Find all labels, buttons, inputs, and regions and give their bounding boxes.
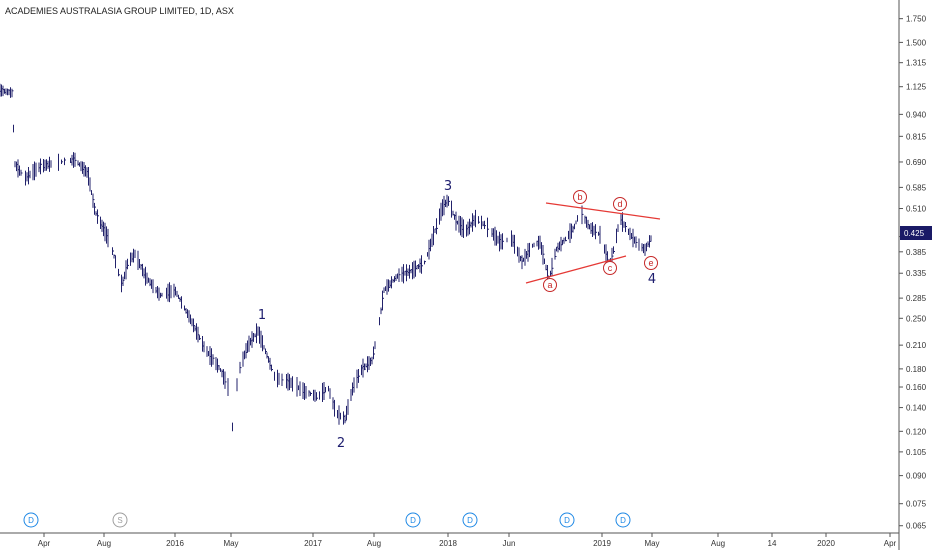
time-tick-label: 2019: [593, 539, 611, 548]
price-tick-label: 0.510: [906, 205, 927, 214]
time-tick-label: Apr: [884, 539, 897, 548]
lower-trendline[interactable]: [525, 255, 627, 284]
time-axis[interactable]: Apr Aug 2016 May 2017 Aug 2018 Jun 2019 May Aug 14 2…: [38, 533, 897, 548]
chart-title: ACADEMIES AUSTRALASIA GROUP LIMITED, 1D,…: [5, 6, 234, 16]
wave-4-label[interactable]: 4: [648, 272, 656, 287]
time-tick-label: Aug: [711, 539, 725, 548]
event-dividend-3[interactable]: D: [462, 512, 478, 528]
subwave-d-label: d: [617, 199, 622, 209]
time-tick-label: 2020: [817, 539, 835, 548]
subwave-b-label: b: [577, 192, 582, 202]
subwave-a-label: a: [547, 280, 552, 290]
subwave-e-label: e: [648, 258, 653, 268]
price-axis[interactable]: 1.750 1.500 1.315 1.125 0.940 0.815 0.690 0.585…: [899, 15, 927, 531]
time-tick-label: Aug: [97, 539, 111, 548]
price-tick-label: 0.585: [906, 183, 927, 192]
time-tick-label: Jun: [503, 539, 516, 548]
price-tick-label: 0.335: [906, 269, 927, 278]
price-tick-label: 0.180: [906, 365, 927, 374]
price-tick-label: 0.940: [906, 110, 927, 119]
wave-3-label[interactable]: 3: [444, 179, 452, 194]
upper-trendline[interactable]: [545, 202, 661, 220]
price-tick-label: 0.075: [906, 500, 927, 509]
event-dividend-5[interactable]: D: [615, 512, 631, 528]
price-tick-label: 0.140: [906, 404, 927, 413]
price-tick-label: 0.250: [906, 314, 927, 323]
price-tick-label: 1.125: [906, 83, 927, 92]
time-tick-label: 2017: [304, 539, 322, 548]
price-tick-label: 0.210: [906, 341, 927, 350]
price-tick-label: 0.120: [906, 427, 927, 436]
event-split-1[interactable]: S: [112, 512, 128, 528]
price-tick-label: 1.750: [906, 15, 927, 24]
time-tick-label: 14: [768, 539, 777, 548]
time-tick-label: 2018: [439, 539, 457, 548]
price-tick-label: 1.315: [906, 59, 927, 68]
wave-1-label[interactable]: 1: [258, 308, 266, 323]
price-tick-label: 0.285: [906, 294, 927, 303]
event-dividend-1[interactable]: D: [23, 512, 39, 528]
price-tick-label: 0.090: [906, 472, 927, 481]
price-tick-label: 0.815: [906, 132, 927, 141]
price-tick-label: 0.385: [906, 248, 927, 257]
event-dividend-2-label: D: [410, 516, 416, 525]
price-tick-label: 0.105: [906, 448, 927, 457]
subwave-b-marker[interactable]: b: [573, 190, 587, 204]
subwave-c-marker[interactable]: c: [603, 261, 617, 275]
subwave-e-marker[interactable]: e: [644, 256, 658, 270]
subwave-d-marker[interactable]: d: [613, 197, 627, 211]
event-dividend-4[interactable]: D: [559, 512, 575, 528]
time-tick-label: 2016: [166, 539, 184, 548]
event-dividend-1-label: D: [28, 516, 34, 525]
event-dividend-4-label: D: [564, 516, 570, 525]
time-tick-label: May: [644, 539, 659, 548]
time-tick-label: Aug: [367, 539, 381, 548]
price-tick-label: 0.160: [906, 383, 927, 392]
subwave-a-marker[interactable]: a: [543, 278, 557, 292]
event-split-1-label: S: [117, 516, 122, 525]
event-dividend-5-label: D: [620, 516, 626, 525]
event-dividend-2[interactable]: D: [405, 512, 421, 528]
wave-2-label[interactable]: 2: [337, 436, 345, 451]
subwave-c-label: c: [608, 263, 613, 273]
last-price-badge: 0.425: [900, 226, 932, 240]
time-tick-label: Apr: [38, 539, 51, 548]
price-bars: [0, 83, 652, 432]
price-tick-label: 1.500: [906, 38, 927, 47]
price-tick-label: 0.065: [906, 522, 927, 531]
last-price-label: 0.425: [904, 229, 925, 238]
event-dividend-3-label: D: [467, 516, 473, 525]
time-tick-label: May: [223, 539, 238, 548]
price-tick-label: 0.690: [906, 158, 927, 167]
